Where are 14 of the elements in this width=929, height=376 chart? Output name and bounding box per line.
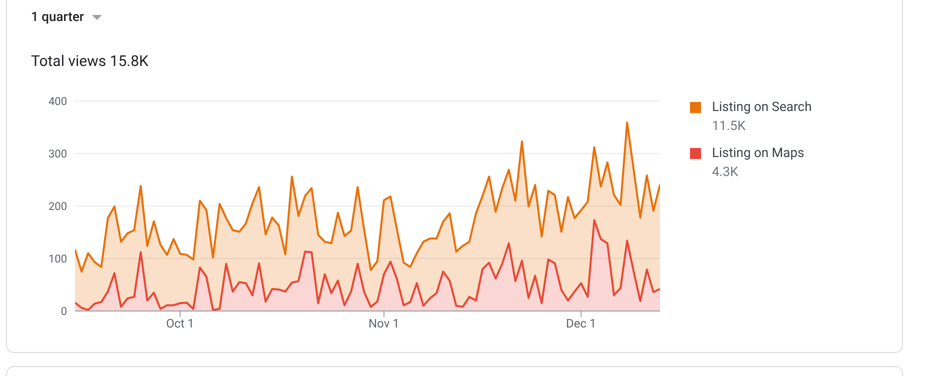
- chart-title: Total views 15.8K: [31, 52, 148, 70]
- text: 4.3K: [712, 165, 740, 180]
- text: 1 quarter: [31, 10, 84, 25]
- text: 11.5K: [712, 119, 747, 134]
- y-tick-label: 0: [60, 304, 67, 318]
- y-tick-label: 200: [48, 200, 67, 213]
- y-tick-label: 100: [48, 252, 67, 266]
- legend-label: Listing on Search: [712, 100, 812, 115]
- y-tick-label: 400: [48, 94, 67, 108]
- x-tick-label: Nov 1: [368, 316, 400, 331]
- x-tick-label: Oct 1: [166, 316, 194, 331]
- legend-label: Listing on Maps: [712, 146, 804, 161]
- y-tick-label: 300: [48, 147, 67, 160]
- x-tick-label: Dec 1: [566, 316, 596, 331]
